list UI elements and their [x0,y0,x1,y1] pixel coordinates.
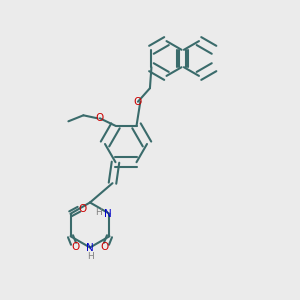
Text: O: O [71,242,79,252]
Text: N: N [104,209,112,219]
Text: N: N [86,243,94,254]
Text: H: H [95,208,102,217]
Text: O: O [101,242,109,252]
Text: O: O [134,97,142,107]
Text: O: O [78,204,87,214]
Text: H: H [87,252,93,261]
Text: O: O [96,113,104,123]
